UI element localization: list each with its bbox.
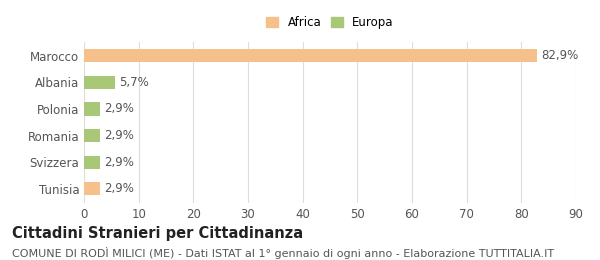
Legend: Africa, Europa: Africa, Europa: [266, 16, 394, 29]
Text: 2,9%: 2,9%: [104, 182, 134, 195]
Text: COMUNE DI RODÌ MILICI (ME) - Dati ISTAT al 1° gennaio di ogni anno - Elaborazion: COMUNE DI RODÌ MILICI (ME) - Dati ISTAT …: [12, 247, 554, 259]
Bar: [84, 129, 100, 142]
Bar: [84, 102, 100, 115]
Bar: [84, 49, 537, 62]
Text: 82,9%: 82,9%: [542, 49, 579, 62]
Text: 2,9%: 2,9%: [104, 156, 134, 169]
Bar: [84, 155, 100, 169]
Text: 5,7%: 5,7%: [119, 76, 149, 89]
Text: 2,9%: 2,9%: [104, 102, 134, 115]
Text: 2,9%: 2,9%: [104, 129, 134, 142]
Text: Cittadini Stranieri per Cittadinanza: Cittadini Stranieri per Cittadinanza: [12, 226, 303, 241]
Bar: [84, 182, 100, 196]
Bar: [84, 76, 115, 89]
